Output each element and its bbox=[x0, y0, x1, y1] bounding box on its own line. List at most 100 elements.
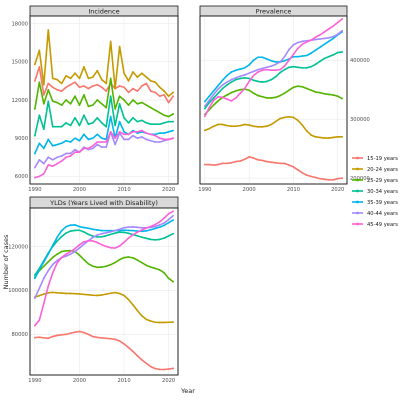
data-point bbox=[109, 130, 112, 133]
data-point bbox=[56, 240, 59, 242]
data-point bbox=[167, 130, 170, 133]
data-point bbox=[96, 83, 99, 86]
data-point bbox=[87, 227, 90, 230]
data-point bbox=[141, 236, 143, 239]
data-point bbox=[127, 229, 130, 232]
y-tick-label: 12000 bbox=[11, 98, 28, 104]
data-point bbox=[69, 230, 72, 232]
data-point bbox=[109, 246, 112, 249]
data-point bbox=[118, 245, 121, 247]
series-40-44-years bbox=[204, 29, 343, 108]
data-point bbox=[261, 69, 264, 72]
data-point bbox=[319, 34, 321, 36]
data-point bbox=[60, 142, 63, 145]
data-point bbox=[92, 240, 94, 242]
data-point bbox=[92, 76, 94, 78]
data-point bbox=[114, 261, 116, 264]
data-point bbox=[301, 55, 304, 57]
data-point bbox=[172, 120, 174, 123]
data-point bbox=[78, 330, 81, 333]
series-45-49-years bbox=[34, 210, 174, 327]
data-point bbox=[252, 59, 255, 62]
data-point bbox=[301, 43, 304, 46]
data-point bbox=[314, 176, 317, 179]
data-point bbox=[292, 44, 295, 46]
data-point bbox=[332, 35, 335, 38]
data-point bbox=[123, 86, 125, 89]
data-point bbox=[42, 172, 45, 175]
data-point bbox=[42, 102, 45, 105]
data-point bbox=[42, 277, 45, 280]
data-point bbox=[92, 236, 94, 239]
data-point bbox=[172, 95, 174, 98]
data-point bbox=[172, 137, 174, 140]
data-point bbox=[56, 78, 59, 81]
data-point bbox=[74, 292, 76, 295]
data-point bbox=[100, 141, 103, 143]
data-point bbox=[145, 132, 148, 134]
legend-item: 40-44 years bbox=[352, 211, 398, 217]
data-point bbox=[74, 250, 76, 253]
data-point bbox=[123, 116, 125, 119]
data-point bbox=[141, 119, 143, 122]
data-point bbox=[217, 84, 219, 87]
data-point bbox=[92, 137, 94, 140]
data-point bbox=[145, 318, 148, 321]
x-axis-title: Year bbox=[180, 387, 195, 395]
data-point bbox=[328, 137, 330, 139]
data-point bbox=[87, 138, 90, 141]
data-point bbox=[56, 101, 59, 104]
data-point bbox=[83, 258, 85, 261]
data-point bbox=[123, 231, 125, 234]
data-point bbox=[69, 83, 72, 86]
data-point bbox=[154, 134, 157, 137]
data-point bbox=[221, 162, 224, 165]
data-point bbox=[323, 37, 326, 40]
data-point bbox=[341, 29, 343, 32]
data-point bbox=[56, 259, 59, 262]
data-point bbox=[83, 147, 85, 150]
data-point bbox=[154, 223, 157, 226]
data-point bbox=[252, 92, 255, 95]
data-point bbox=[283, 65, 286, 67]
data-point bbox=[266, 125, 268, 128]
x-tick-label: 1990 bbox=[28, 378, 41, 384]
data-point bbox=[136, 235, 139, 237]
data-point bbox=[83, 114, 85, 117]
data-point bbox=[235, 69, 237, 72]
data-point bbox=[163, 271, 166, 274]
data-point bbox=[69, 332, 72, 335]
data-point bbox=[65, 225, 67, 228]
data-point bbox=[279, 71, 281, 74]
data-point bbox=[96, 116, 99, 119]
data-point bbox=[266, 66, 268, 69]
data-point bbox=[127, 298, 130, 301]
data-point bbox=[141, 261, 143, 264]
data-point bbox=[243, 74, 246, 76]
data-point bbox=[100, 146, 103, 148]
data-point bbox=[47, 138, 50, 141]
data-point bbox=[78, 151, 81, 154]
data-point bbox=[288, 66, 290, 69]
data-point bbox=[297, 66, 299, 69]
data-point bbox=[78, 247, 81, 249]
data-point bbox=[92, 85, 94, 87]
data-point bbox=[319, 46, 321, 49]
data-point bbox=[132, 350, 134, 353]
data-point bbox=[74, 229, 76, 232]
data-point bbox=[69, 292, 72, 295]
data-point bbox=[132, 134, 134, 137]
data-point bbox=[42, 260, 45, 263]
data-point bbox=[279, 162, 281, 165]
data-point bbox=[114, 229, 116, 232]
legend-label: 30-34 years bbox=[367, 189, 398, 195]
data-point bbox=[51, 77, 54, 80]
data-point bbox=[305, 67, 308, 69]
data-point bbox=[92, 335, 94, 338]
data-point bbox=[83, 85, 85, 87]
data-point bbox=[47, 100, 50, 103]
data-point bbox=[132, 257, 134, 259]
data-point bbox=[78, 104, 81, 106]
legend-key-point bbox=[356, 156, 359, 160]
data-point bbox=[314, 91, 317, 93]
